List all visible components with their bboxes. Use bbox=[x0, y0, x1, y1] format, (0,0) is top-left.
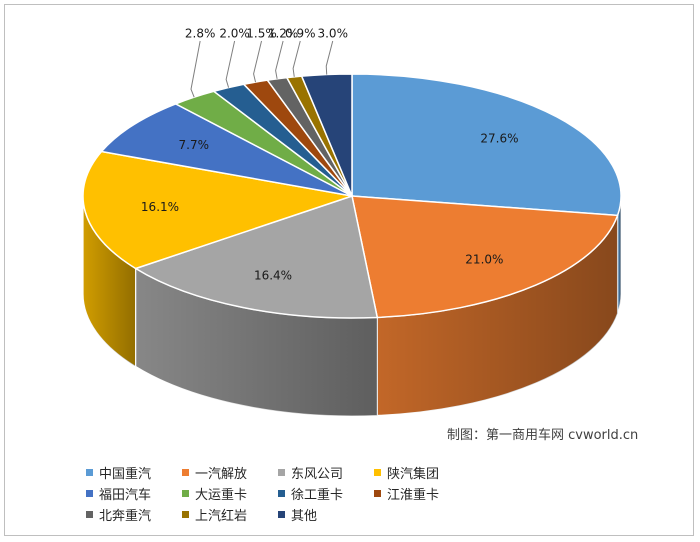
slice-8-data-label: 1.5% bbox=[246, 27, 277, 41]
legend-row: 中国重汽 一汽解放 东风公司 陕汽集团 bbox=[86, 462, 506, 483]
legend-label: 中国重汽 bbox=[99, 467, 152, 482]
legend-label: 上汽红岩 bbox=[195, 509, 248, 524]
legend-swatch bbox=[278, 511, 285, 518]
slice-3-side bbox=[135, 267, 378, 417]
legend-item-9: 北奔重汽 bbox=[86, 505, 182, 524]
slice-9-data-label: 1.2% bbox=[268, 27, 299, 41]
slice-8-leader-line bbox=[253, 40, 263, 83]
legend-item-6: 大运重卡 bbox=[182, 484, 278, 503]
slice-7-leader-line bbox=[225, 40, 236, 88]
slice-3-top bbox=[133, 195, 379, 319]
legend-label: 大运重卡 bbox=[195, 488, 248, 503]
slice-11-leader-line bbox=[325, 40, 334, 75]
legend-swatch bbox=[86, 511, 93, 518]
legend-label: 福田汽车 bbox=[99, 488, 152, 503]
legend-item-7: 徐工重卡 bbox=[278, 484, 374, 503]
slice-1-top bbox=[351, 73, 622, 217]
slice-5-top bbox=[100, 103, 353, 197]
slice-2-top bbox=[351, 195, 619, 319]
legend-row: 北奔重汽 上汽红岩 其他 bbox=[86, 504, 506, 525]
legend: 中国重汽 一汽解放 东风公司 陕汽集团福田汽车 大运重卡 徐工重卡 江淮重卡北奔重汽 上汽红岩… bbox=[86, 462, 506, 525]
slice-11-data-label: 3.0% bbox=[317, 27, 348, 41]
slice-5-data-label: 7.7% bbox=[179, 138, 210, 152]
legend-swatch bbox=[182, 490, 189, 497]
slice-9-leader-line bbox=[275, 40, 284, 79]
legend-label: 陕汽集团 bbox=[387, 467, 440, 482]
slice-2-data-label: 21.0% bbox=[465, 253, 503, 267]
legend-swatch bbox=[278, 469, 285, 476]
legend-item-3: 东风公司 bbox=[278, 463, 374, 482]
slice-10-leader-line bbox=[292, 40, 301, 77]
legend-swatch bbox=[278, 490, 285, 497]
legend-label: 北奔重汽 bbox=[99, 509, 152, 524]
legend-swatch bbox=[182, 511, 189, 518]
legend-item-5: 福田汽车 bbox=[86, 484, 182, 503]
legend-row: 福田汽车 大运重卡 徐工重卡 江淮重卡 bbox=[86, 483, 506, 504]
legend-item-1: 中国重汽 bbox=[86, 463, 182, 482]
legend-label: 一汽解放 bbox=[195, 467, 248, 482]
legend-label: 其他 bbox=[291, 509, 318, 524]
slice-7-data-label: 2.0% bbox=[219, 27, 250, 41]
watermark-text: 制图：第一商用车网 cvworld.cn bbox=[447, 428, 639, 443]
legend-label: 东风公司 bbox=[291, 467, 344, 482]
legend-item-4: 陕汽集团 bbox=[374, 463, 470, 482]
legend-swatch bbox=[86, 469, 93, 476]
slice-1-data-label: 27.6% bbox=[480, 132, 518, 146]
slice-4-data-label: 16.1% bbox=[141, 200, 179, 214]
legend-label: 江淮重卡 bbox=[387, 488, 440, 503]
legend-item-10: 上汽红岩 bbox=[182, 505, 278, 524]
legend-swatch bbox=[182, 469, 189, 476]
slice-4-top bbox=[82, 150, 353, 270]
legend-label: 徐工重卡 bbox=[291, 488, 344, 503]
slice-11-top bbox=[300, 73, 353, 197]
legend-item-8: 江淮重卡 bbox=[374, 484, 470, 503]
slice-10-data-label: 0.9% bbox=[285, 27, 316, 41]
legend-item-2: 一汽解放 bbox=[182, 463, 278, 482]
legend-swatch bbox=[86, 490, 93, 497]
legend-swatch bbox=[374, 469, 381, 476]
slice-3-data-label: 16.4% bbox=[254, 269, 292, 283]
slice-6-data-label: 2.8% bbox=[185, 27, 216, 41]
legend-item-11: 其他 bbox=[278, 505, 374, 524]
legend-swatch bbox=[374, 490, 381, 497]
slice-6-leader-line bbox=[190, 40, 201, 98]
